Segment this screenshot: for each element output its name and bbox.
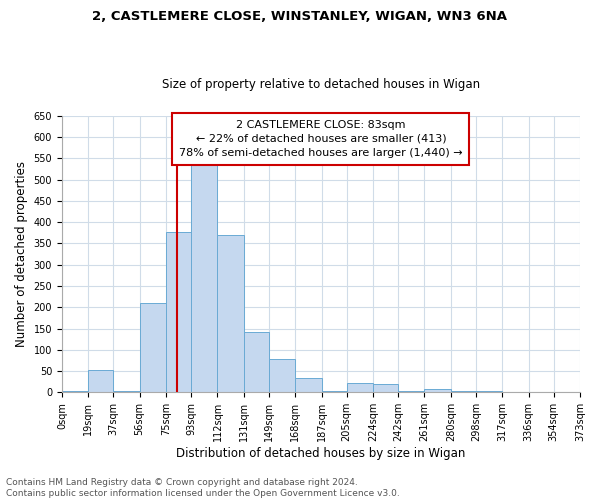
Bar	[269, 359, 295, 392]
Bar	[244, 332, 269, 392]
Bar	[451, 391, 476, 392]
Text: 2, CASTLEMERE CLOSE, WINSTANLEY, WIGAN, WN3 6NA: 2, CASTLEMERE CLOSE, WINSTANLEY, WIGAN, …	[92, 10, 508, 23]
Bar	[191, 162, 217, 392]
Bar	[140, 302, 166, 392]
Bar	[424, 389, 451, 392]
Title: Size of property relative to detached houses in Wigan: Size of property relative to detached ho…	[162, 78, 480, 91]
Bar	[88, 370, 113, 392]
Bar	[347, 383, 373, 392]
Y-axis label: Number of detached properties: Number of detached properties	[15, 161, 28, 347]
Text: Contains HM Land Registry data © Crown copyright and database right 2024.
Contai: Contains HM Land Registry data © Crown c…	[6, 478, 400, 498]
Bar	[295, 378, 322, 392]
Bar	[217, 236, 244, 392]
Text: 2 CASTLEMERE CLOSE: 83sqm
← 22% of detached houses are smaller (413)
78% of semi: 2 CASTLEMERE CLOSE: 83sqm ← 22% of detac…	[179, 120, 463, 158]
Bar	[166, 232, 191, 392]
Bar	[373, 384, 398, 392]
X-axis label: Distribution of detached houses by size in Wigan: Distribution of detached houses by size …	[176, 447, 466, 460]
Bar	[62, 390, 88, 392]
